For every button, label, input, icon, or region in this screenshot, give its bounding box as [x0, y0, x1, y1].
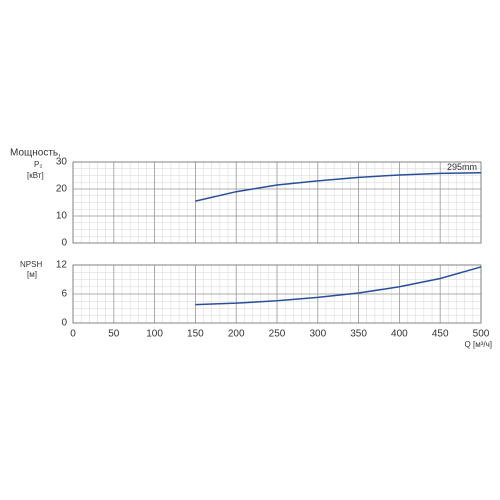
x-tick-label: 300 [309, 329, 326, 340]
x-tick-label: 100 [146, 329, 163, 340]
x-label: Q [м³/ч] [465, 340, 492, 349]
x-tick-label: 50 [108, 329, 120, 340]
x-tick-label: 400 [391, 329, 408, 340]
x-tick-label: 0 [70, 329, 76, 340]
x-tick-label: 450 [432, 329, 449, 340]
y-tick-label: 0 [61, 238, 67, 249]
x-tick-label: 250 [269, 329, 286, 340]
y-tick-label: 30 [56, 157, 68, 168]
y-label: Мощность, [10, 148, 61, 159]
x-tick-label: 350 [350, 329, 367, 340]
y-tick-label: 12 [56, 260, 68, 271]
x-tick-label: 200 [228, 329, 245, 340]
y-tick-label: 6 [61, 289, 67, 300]
y-unit: [кВт] [27, 171, 44, 180]
plot-frame [72, 264, 482, 324]
curve [195, 172, 482, 202]
curve [195, 266, 482, 306]
y-label: NPSH [20, 260, 42, 269]
x-tick-label: 500 [473, 329, 490, 340]
y-unit: [м] [27, 270, 37, 279]
y-label-sub: P₂ [34, 160, 42, 169]
plot-frame [72, 161, 482, 244]
y-tick-label: 20 [56, 184, 68, 195]
curve-label: 295mm [447, 162, 477, 172]
y-tick-label: 10 [56, 211, 68, 222]
y-tick-label: 0 [61, 318, 67, 329]
x-tick-label: 150 [187, 329, 204, 340]
